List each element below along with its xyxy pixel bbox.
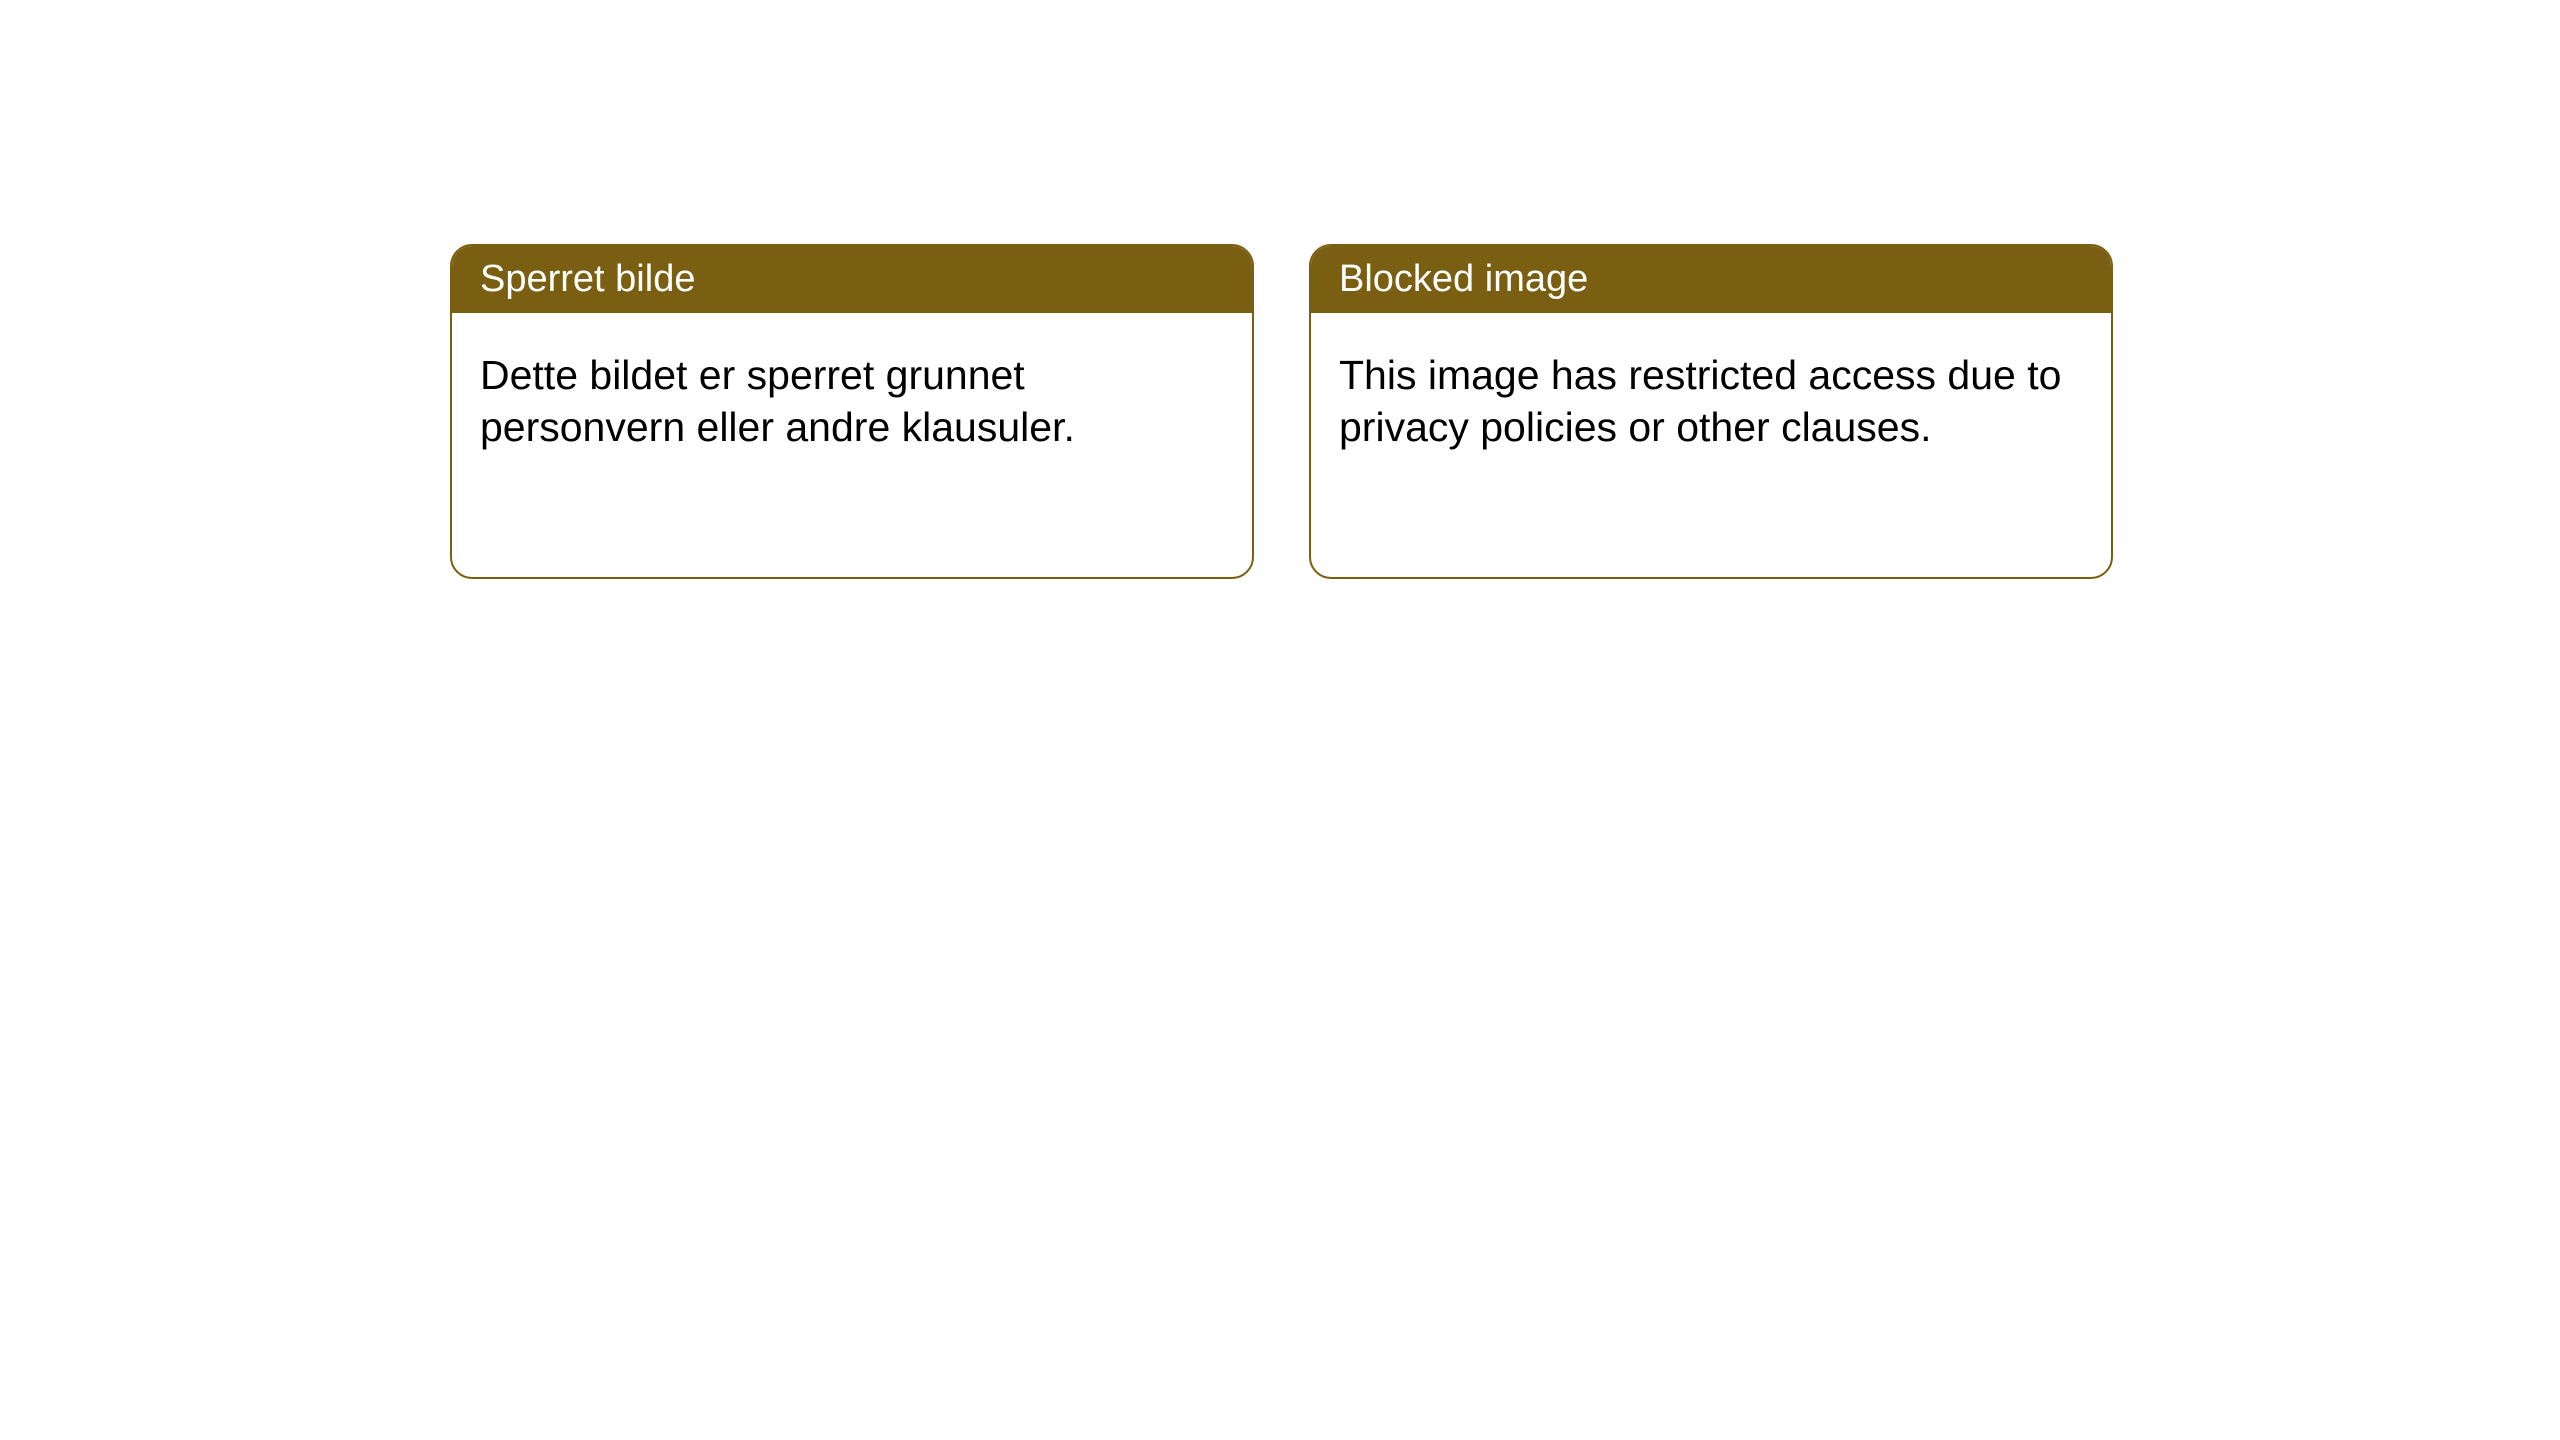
- card-title-no: Sperret bilde: [480, 258, 695, 300]
- card-header-en: Blocked image: [1311, 246, 2111, 313]
- card-title-en: Blocked image: [1339, 258, 1588, 300]
- card-message-no: Dette bildet er sperret grunnet personve…: [480, 352, 1075, 450]
- card-message-en: This image has restricted access due to …: [1339, 352, 2061, 450]
- blocked-image-card-no: Sperret bilde Dette bildet er sperret gr…: [450, 244, 1254, 579]
- blocked-image-card-en: Blocked image This image has restricted …: [1309, 244, 2113, 579]
- card-header-no: Sperret bilde: [452, 246, 1252, 313]
- card-body-en: This image has restricted access due to …: [1311, 313, 2111, 490]
- cards-container: Sperret bilde Dette bildet er sperret gr…: [0, 0, 2560, 579]
- card-body-no: Dette bildet er sperret grunnet personve…: [452, 313, 1252, 490]
